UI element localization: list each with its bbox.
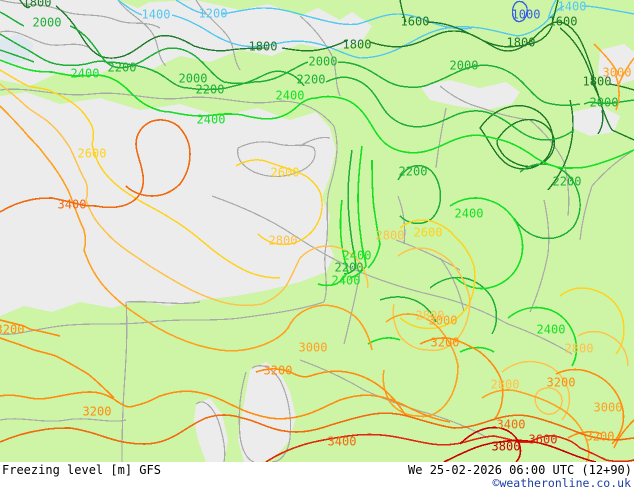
contour-label-2000: 2000 — [450, 59, 479, 73]
contour-label-3400: 3400 — [58, 198, 87, 212]
contour-label-3800: 3800 — [492, 440, 521, 454]
contour-label-2200: 2200 — [335, 261, 364, 275]
contour-label-1600: 1600 — [549, 15, 578, 29]
contour-label-3400: 3400 — [497, 418, 526, 432]
contour-label-1400: 1400 — [558, 0, 587, 14]
contour-label-2400: 2400 — [197, 113, 226, 127]
contour-label-1600: 1600 — [401, 15, 430, 29]
contour-1200 — [175, 0, 473, 30]
contour-3000 — [0, 43, 634, 462]
contour-label-2400: 2400 — [343, 249, 372, 263]
contour-labels: 1000100012001200140014001400140016001600… — [0, 0, 631, 454]
contour-label-2000: 2000 — [309, 55, 338, 69]
contour-label-2600: 2600 — [271, 166, 300, 180]
contour-1600 — [399, 0, 634, 168]
contour-label-2800: 2800 — [491, 378, 520, 392]
contour-label-2400: 2400 — [537, 323, 566, 337]
contour-label-3400: 3400 — [328, 435, 357, 449]
footer-copyright[interactable]: ©weatheronline.co.uk — [492, 476, 631, 490]
contour-label-3200: 3200 — [431, 336, 460, 350]
contour-label-1800: 1800 — [343, 38, 372, 52]
contour-1000 — [511, 0, 528, 23]
contour-label-2800: 2800 — [565, 342, 594, 356]
contour-label-2400: 2400 — [455, 207, 484, 221]
contour-label-2800: 2800 — [376, 229, 405, 243]
contour-label-2200: 2200 — [108, 61, 137, 75]
contour-label-3000: 3000 — [429, 314, 458, 328]
contour-3800 — [443, 426, 597, 462]
footer-valid-time: We 25-02-2026 06:00 UTC (12+90) — [408, 463, 632, 477]
contour-label-3000: 3000 — [603, 66, 632, 80]
contour-label-2200: 2200 — [399, 165, 428, 179]
contour-label-2200: 2200 — [553, 175, 582, 189]
freezing-level-map[interactable]: 1000100012001200140014001400140016001600… — [0, 0, 634, 462]
contour-label-2200: 2200 — [297, 73, 326, 87]
contour-3400 — [0, 119, 634, 445]
contour-label-2200: 2200 — [196, 83, 225, 97]
contour-2600 — [0, 69, 625, 355]
contour-label-2000: 2000 — [179, 72, 208, 86]
contour-label-1000: 1000 — [512, 8, 541, 22]
contour-label-2400: 2400 — [332, 274, 361, 288]
contour-label-3200: 3200 — [547, 376, 576, 390]
contour-label-2000: 2000 — [33, 16, 62, 30]
contour-label-1400: 1400 — [142, 8, 171, 22]
contour-label-1800: 1800 — [249, 40, 278, 54]
contour-label-3600: 3600 — [529, 433, 558, 447]
contour-label-2800: 2800 — [269, 234, 298, 248]
contour-label-2800: 2800 — [416, 309, 445, 323]
contour-label-2000: 2000 — [590, 96, 619, 110]
contour-label-3000: 3000 — [594, 401, 623, 415]
arid-region-fills — [0, 0, 634, 462]
contour-label-1200: 1200 — [199, 7, 228, 21]
footer-title: Freezing level [m] GFS — [2, 463, 161, 477]
contour-label-2600: 2600 — [78, 147, 107, 161]
contour-3200 — [0, 319, 634, 449]
contour-label-1800: 1800 — [583, 75, 612, 89]
contour-label-1800: 1800 — [23, 0, 52, 10]
contour-1800 — [19, 0, 634, 191]
contour-label-3200: 3200 — [0, 323, 24, 337]
map-canvas: 1000100012001200140014001400140016001600… — [0, 0, 634, 462]
contour-label-1800: 1800 — [507, 36, 536, 50]
coastlines-and-borders — [0, 0, 634, 462]
contour-label-2400: 2400 — [71, 67, 100, 81]
contour-2400 — [0, 59, 634, 367]
contour-label-3000: 3000 — [299, 341, 328, 355]
map-footer: Freezing level [m] GFS We 25-02-2026 06:… — [0, 462, 634, 490]
contour-label-2400: 2400 — [276, 89, 305, 103]
contour-label-3200: 3200 — [83, 405, 112, 419]
contour-label-2600: 2600 — [414, 226, 443, 240]
contour-2000 — [0, 11, 634, 107]
contour-label-3200: 3200 — [264, 364, 293, 378]
contour-label-3200: 3200 — [586, 430, 615, 444]
